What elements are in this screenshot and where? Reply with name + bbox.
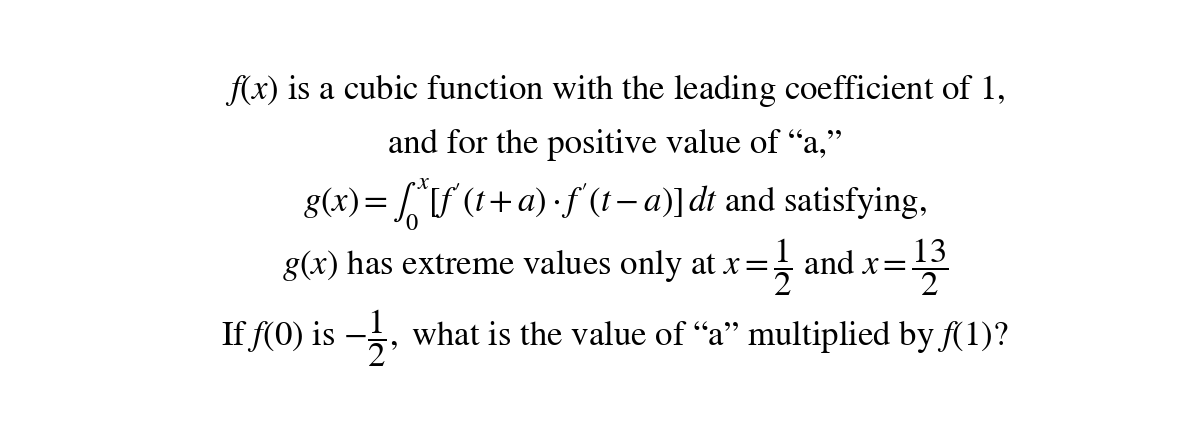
Text: $g(x)$ has extreme values only at $x = \dfrac{1}{2}$ and $x = \dfrac{13}{2}$: $g(x)$ has extreme values only at $x = \… xyxy=(282,236,948,298)
Text: and for the positive value of “a,”: and for the positive value of “a,” xyxy=(388,129,842,161)
Text: If $f(0)$ is $-\dfrac{1}{2},$ what is the value of “a” multiplied by $f(1)$?: If $f(0)$ is $-\dfrac{1}{2},$ what is th… xyxy=(221,307,1009,369)
Text: $g(x) = \int_0^x[f'(t+a)\cdot f'(t-a)]\,dt$ and satisfying,: $g(x) = \int_0^x[f'(t+a)\cdot f'(t-a)]\,… xyxy=(304,176,926,233)
Text: $f(x)$ is a cubic function with the leading coefficient of 1,: $f(x)$ is a cubic function with the lead… xyxy=(224,72,1006,110)
